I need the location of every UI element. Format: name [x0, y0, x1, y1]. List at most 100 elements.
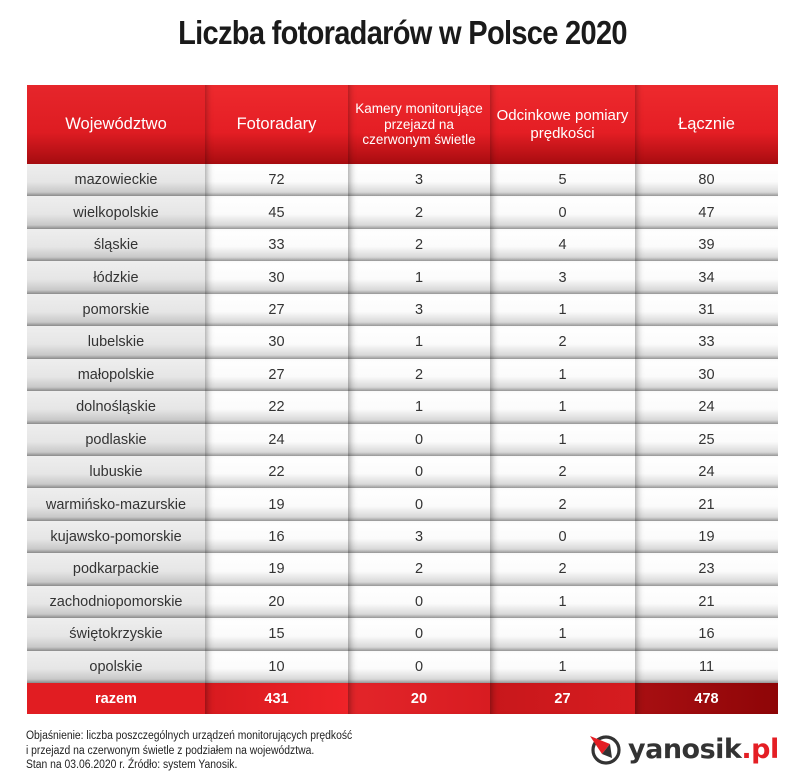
- cell-voivodeship: podlaskie: [27, 423, 205, 456]
- cell-total: 47: [635, 196, 778, 229]
- footnote: Objaśnienie: liczba poszczególnych urząd…: [26, 729, 352, 773]
- cell-voivodeship: lubelskie: [27, 326, 205, 359]
- cell-section-control: 1: [490, 293, 635, 327]
- cell-voivodeship: śląskie: [27, 228, 205, 262]
- footnote-line-2: i przejazd na czerwonym świetle z podzia…: [26, 744, 315, 757]
- cell-total: 34: [635, 261, 778, 294]
- page-title: Liczba fotoradarów w Polsce 2020: [178, 14, 627, 51]
- cell-section-control: 5: [490, 164, 635, 197]
- cell-voivodeship: małopolskie: [27, 358, 205, 392]
- cell-section-control: 2: [490, 488, 635, 521]
- cell-total: 33: [635, 326, 778, 359]
- cell-speed-cameras: 10: [205, 650, 348, 683]
- speed-camera-table: Województwo Fotoradary Kamery monitorują…: [27, 85, 778, 714]
- cell-red-light-cameras: 0: [348, 423, 490, 456]
- cell-total: 80: [635, 164, 778, 197]
- cell-total: 25: [635, 423, 778, 456]
- table-row: śląskie 33 2 4 39: [27, 228, 778, 262]
- cell-voivodeship: zachodniopomorskie: [27, 585, 205, 619]
- cell-speed-cameras: 33: [205, 228, 348, 262]
- header-speed-cameras: Fotoradary: [205, 85, 348, 164]
- total-overall: 478: [635, 683, 778, 714]
- footnote-line-3: Stan na 03.06.2020 r. Źródło: system Yan…: [26, 759, 238, 771]
- table-header-row: Województwo Fotoradary Kamery monitorują…: [27, 85, 778, 164]
- cell-speed-cameras: 30: [205, 261, 348, 294]
- logo-brand: yanosik: [628, 733, 742, 765]
- cell-total: 19: [635, 520, 778, 554]
- cell-total: 31: [635, 293, 778, 327]
- cell-total: 39: [635, 228, 778, 262]
- cell-speed-cameras: 22: [205, 391, 348, 424]
- cell-total: 30: [635, 358, 778, 392]
- cell-speed-cameras: 45: [205, 196, 348, 229]
- cell-total: 21: [635, 585, 778, 619]
- cell-red-light-cameras: 0: [348, 455, 490, 489]
- cell-speed-cameras: 27: [205, 293, 348, 327]
- cell-section-control: 4: [490, 228, 635, 262]
- cell-red-light-cameras: 1: [348, 391, 490, 424]
- logo-suffix: .pl: [741, 733, 779, 765]
- cell-voivodeship: lubuskie: [27, 455, 205, 489]
- cell-speed-cameras: 24: [205, 423, 348, 456]
- cell-section-control: 2: [490, 455, 635, 489]
- cell-speed-cameras: 22: [205, 455, 348, 489]
- table-row: łódzkie 30 1 3 34: [27, 261, 778, 294]
- cell-voivodeship: podkarpackie: [27, 553, 205, 586]
- total-speed-cameras: 431: [205, 683, 348, 714]
- cell-red-light-cameras: 0: [348, 618, 490, 651]
- cell-section-control: 0: [490, 520, 635, 554]
- cell-section-control: 1: [490, 618, 635, 651]
- cell-red-light-cameras: 2: [348, 228, 490, 262]
- cell-total: 11: [635, 650, 778, 683]
- table-row: lubuskie 22 0 2 24: [27, 455, 778, 489]
- cell-section-control: 1: [490, 358, 635, 392]
- cell-speed-cameras: 16: [205, 520, 348, 554]
- cell-section-control: 3: [490, 261, 635, 294]
- table-total-row: razem 431 20 27 478: [27, 683, 778, 714]
- cell-voivodeship: mazowieckie: [27, 164, 205, 197]
- table-row: mazowieckie 72 3 5 80: [27, 164, 778, 197]
- cell-section-control: 1: [490, 423, 635, 456]
- table-row: podlaskie 24 0 1 25: [27, 423, 778, 456]
- cell-section-control: 0: [490, 196, 635, 229]
- cell-red-light-cameras: 0: [348, 650, 490, 683]
- table-row: dolnośląskie 22 1 1 24: [27, 391, 778, 424]
- table-row: wielkopolskie 45 2 0 47: [27, 196, 778, 229]
- table-body: mazowieckie 72 3 5 80 wielkopolskie 45 2 0 47 śląs…: [27, 164, 778, 683]
- table-row: świętokrzyskie 15 0 1 16: [27, 618, 778, 651]
- cell-voivodeship: pomorskie: [27, 293, 205, 327]
- cell-total: 23: [635, 553, 778, 586]
- logo-text: yanosik.pl: [628, 734, 779, 765]
- cell-voivodeship: opolskie: [27, 650, 205, 683]
- header-red-light-cameras: Kamery monitorujące przejazd na czerwony…: [348, 85, 490, 164]
- table-row: lubelskie 30 1 2 33: [27, 326, 778, 359]
- yanosik-logo: yanosik.pl: [588, 731, 779, 767]
- total-red-light-cameras: 20: [348, 683, 490, 714]
- cell-speed-cameras: 19: [205, 488, 348, 521]
- cell-section-control: 1: [490, 650, 635, 683]
- cell-total: 24: [635, 391, 778, 424]
- cell-red-light-cameras: 0: [348, 585, 490, 619]
- total-label: razem: [27, 683, 205, 714]
- cell-red-light-cameras: 3: [348, 164, 490, 197]
- cell-red-light-cameras: 3: [348, 520, 490, 554]
- cell-red-light-cameras: 2: [348, 358, 490, 392]
- header-section-control: Odcinkowe pomiary prędkości: [490, 85, 635, 164]
- footnote-line-1: Objaśnienie: liczba poszczególnych urząd…: [26, 730, 353, 742]
- cell-speed-cameras: 27: [205, 358, 348, 392]
- table-row: warmińsko-mazurskie 19 0 2 21: [27, 488, 778, 521]
- cell-red-light-cameras: 2: [348, 553, 490, 586]
- cell-voivodeship: świętokrzyskie: [27, 618, 205, 651]
- cell-speed-cameras: 30: [205, 326, 348, 359]
- cell-red-light-cameras: 1: [348, 326, 490, 359]
- table-row: opolskie 10 0 1 11: [27, 650, 778, 683]
- table-row: kujawsko-pomorskie 16 3 0 19: [27, 520, 778, 554]
- cell-total: 16: [635, 618, 778, 651]
- cell-red-light-cameras: 3: [348, 293, 490, 327]
- cell-total: 24: [635, 455, 778, 489]
- cell-voivodeship: warmińsko-mazurskie: [27, 488, 205, 521]
- cell-voivodeship: wielkopolskie: [27, 196, 205, 229]
- cell-section-control: 2: [490, 326, 635, 359]
- cell-voivodeship: dolnośląskie: [27, 391, 205, 424]
- header-total: Łącznie: [635, 85, 778, 164]
